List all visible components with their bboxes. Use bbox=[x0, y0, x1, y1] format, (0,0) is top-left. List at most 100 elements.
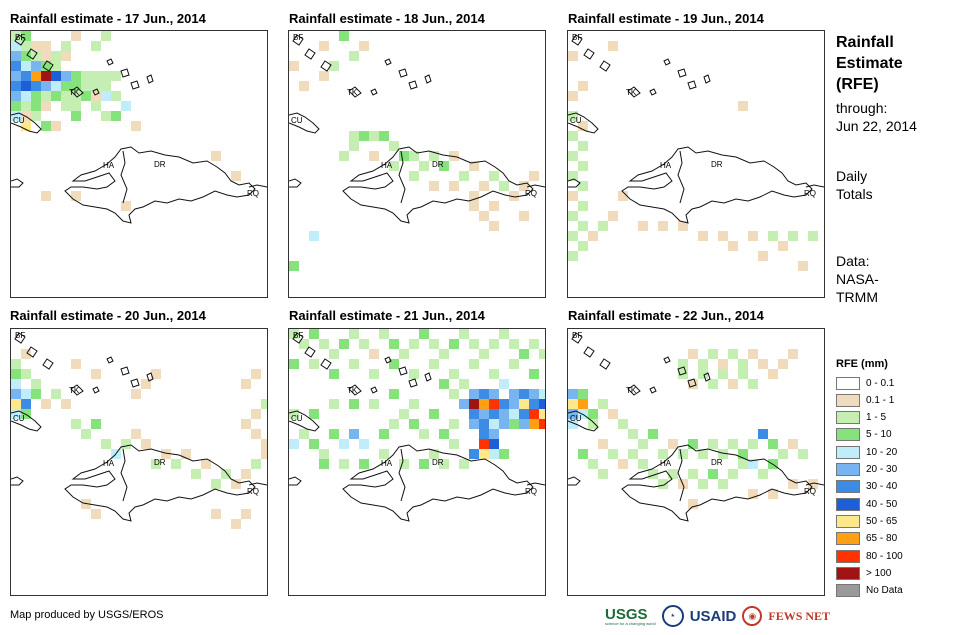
rainfall-cell bbox=[778, 359, 788, 369]
rainfall-cell bbox=[31, 61, 41, 71]
rainfall-cell bbox=[389, 419, 399, 429]
rainfall-cell bbox=[349, 51, 359, 61]
rainfall-cell bbox=[41, 51, 51, 61]
rainfall-cell bbox=[51, 51, 61, 61]
rainfall-cell bbox=[539, 399, 545, 409]
rainfall-cell bbox=[568, 171, 578, 181]
rainfall-cell bbox=[21, 399, 31, 409]
rainfall-cell bbox=[11, 71, 21, 81]
map-label-cu: CU bbox=[570, 116, 582, 125]
rainfall-cell bbox=[768, 489, 778, 499]
coast-segment bbox=[304, 48, 316, 60]
coast-segment bbox=[703, 74, 711, 84]
legend-label: 50 - 65 bbox=[866, 515, 898, 527]
rainfall-cell bbox=[31, 101, 41, 111]
rainfall-cell bbox=[51, 389, 61, 399]
map-label-rq: RQ bbox=[804, 487, 816, 496]
map-label-bf: BF bbox=[293, 331, 303, 340]
coast-segment bbox=[70, 86, 84, 98]
rainfall-cell bbox=[469, 359, 479, 369]
coast-segment bbox=[677, 366, 687, 376]
rainfall-cell bbox=[121, 201, 131, 211]
coast-segment bbox=[292, 34, 304, 46]
rainfall-cell bbox=[61, 91, 71, 101]
coast-segment bbox=[621, 444, 813, 522]
rainfall-cell bbox=[788, 349, 798, 359]
map-label-cu: CU bbox=[291, 414, 303, 423]
rainfall-cell bbox=[578, 201, 588, 211]
rainfall-cell bbox=[221, 469, 231, 479]
rainfall-cell bbox=[519, 389, 529, 399]
rainfall-cell bbox=[11, 31, 21, 41]
side-title-line: (RFE) bbox=[836, 76, 879, 93]
rainfall-cell bbox=[31, 51, 41, 61]
rainfall-cell bbox=[51, 91, 61, 101]
legend-item: 10 - 20 bbox=[836, 445, 897, 459]
legend-swatch bbox=[836, 393, 860, 407]
side-title: Rainfall Estimate (RFE) bbox=[836, 32, 903, 95]
rainfall-cell bbox=[718, 479, 728, 489]
rainfall-cell bbox=[111, 111, 121, 121]
rainfall-cell bbox=[81, 71, 91, 81]
rainfall-cell bbox=[469, 389, 479, 399]
map-label-rq: RQ bbox=[247, 189, 259, 198]
map-canvas: BF TK CU HA DR RQ bbox=[289, 329, 545, 522]
map-label-cu: CU bbox=[291, 116, 303, 125]
rainfall-cell bbox=[748, 379, 758, 389]
coast-segment bbox=[120, 68, 130, 78]
map-canvas: BF TK CU HA DR RQ bbox=[289, 31, 545, 271]
rainfall-cell bbox=[21, 121, 31, 131]
rainfall-cell bbox=[698, 369, 708, 379]
rainfall-cell bbox=[429, 181, 439, 191]
coast-segment bbox=[687, 378, 697, 388]
rainfall-cell bbox=[529, 171, 539, 181]
rainfall-cell bbox=[61, 81, 71, 91]
rainfall-cell bbox=[71, 71, 81, 81]
rainfall-cell bbox=[241, 419, 251, 429]
rainfall-cell bbox=[768, 369, 778, 379]
rainfall-cell bbox=[91, 509, 101, 519]
coast-segment bbox=[14, 34, 26, 46]
coast-segment bbox=[568, 112, 599, 134]
rainfall-cell bbox=[91, 369, 101, 379]
rainfall-cell bbox=[399, 151, 409, 161]
rainfall-cell bbox=[319, 459, 329, 469]
rainfall-cell bbox=[369, 151, 379, 161]
rainfall-cell bbox=[708, 379, 718, 389]
rainfall-cell bbox=[439, 459, 449, 469]
map-label-ha: HA bbox=[660, 161, 672, 170]
legend-title: RFE (mm) bbox=[836, 358, 888, 370]
rainfall-cell bbox=[369, 349, 379, 359]
rainfall-map-4: BF TK CU HA DR RQ bbox=[10, 328, 268, 596]
rainfall-cell bbox=[409, 171, 419, 181]
coast-segment bbox=[805, 184, 824, 188]
rainfall-cell bbox=[519, 419, 529, 429]
map-label-rq: RQ bbox=[804, 189, 816, 198]
rainfall-cell bbox=[289, 329, 299, 339]
rainfall-cell bbox=[728, 439, 738, 449]
legend-item: 65 - 80 bbox=[836, 532, 897, 546]
rainfall-cell bbox=[121, 439, 131, 449]
panel-title-6: Rainfall estimate - 22 Jun., 2014 bbox=[568, 308, 764, 323]
legend-label: No Data bbox=[866, 585, 903, 597]
rainfall-cells bbox=[568, 41, 818, 271]
coast-segment bbox=[526, 184, 545, 188]
coast-segment bbox=[621, 146, 813, 224]
rainfall-cell bbox=[568, 191, 578, 201]
rainfall-cell bbox=[728, 349, 738, 359]
coast-segment bbox=[146, 372, 154, 382]
rainfall-cell bbox=[539, 409, 545, 419]
rainfall-cell bbox=[479, 429, 489, 439]
coast-segment bbox=[627, 86, 641, 98]
map-label-bf: BF bbox=[293, 33, 303, 42]
map-label-ha: HA bbox=[381, 459, 393, 468]
rainfall-cell bbox=[509, 419, 519, 429]
rainfall-cell bbox=[529, 399, 539, 409]
rainfall-cell bbox=[141, 379, 151, 389]
coast-segment bbox=[42, 60, 54, 72]
rainfall-cells bbox=[289, 31, 539, 271]
legend-item: 40 - 50 bbox=[836, 497, 897, 511]
rainfall-cell bbox=[309, 231, 319, 241]
legend-item: 50 - 65 bbox=[836, 514, 897, 528]
rainfall-cell bbox=[489, 339, 499, 349]
